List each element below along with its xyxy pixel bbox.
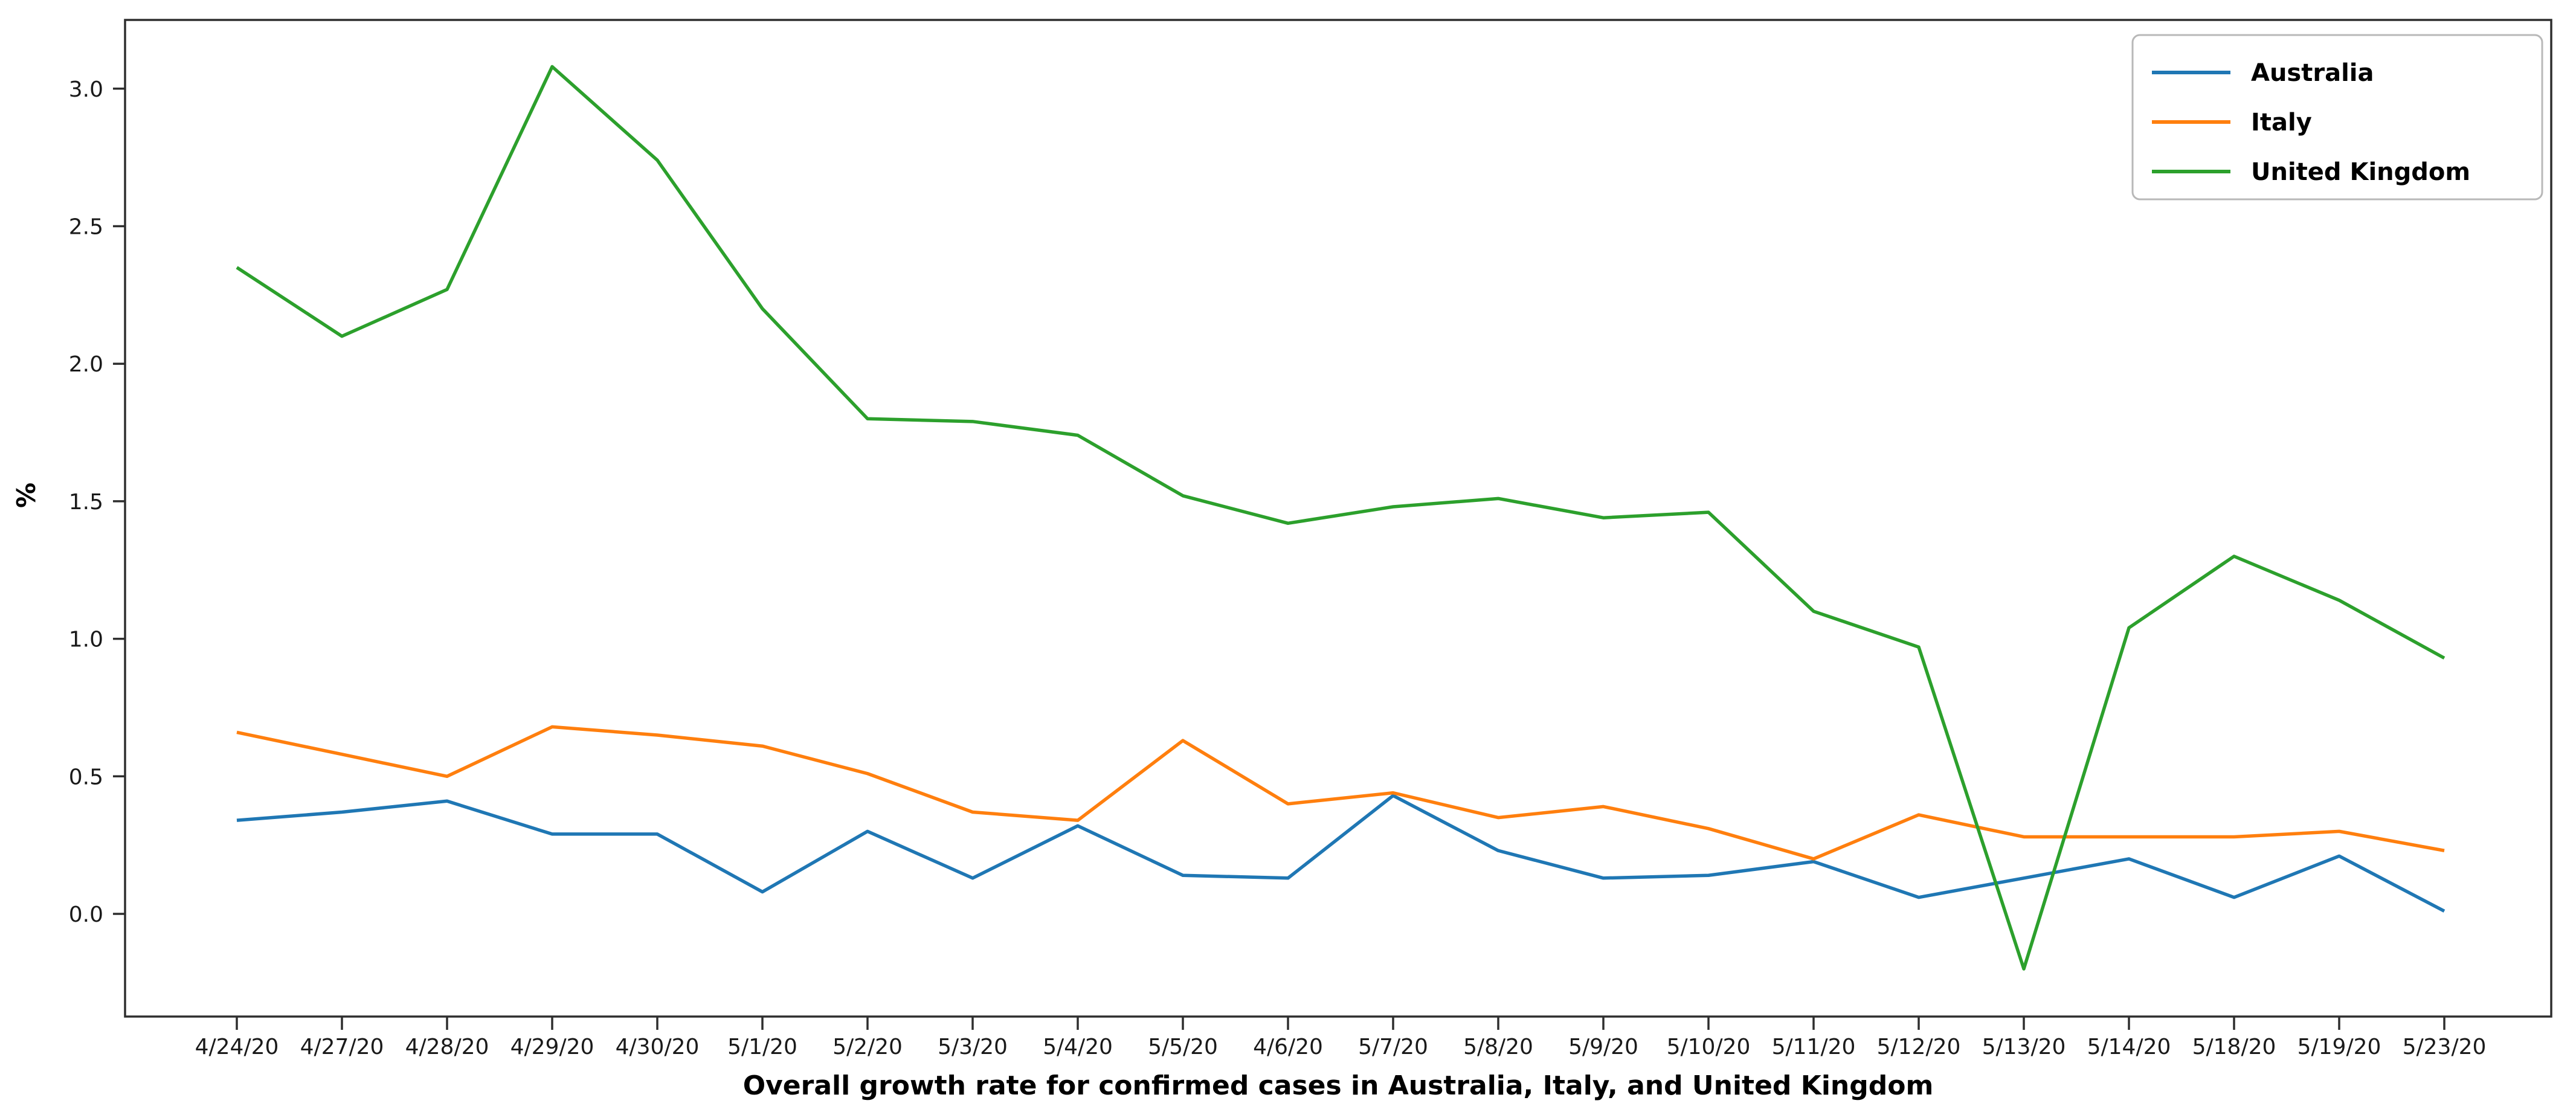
x-tick-label: 5/19/20 xyxy=(2297,1035,2381,1059)
x-tick-label: 5/1/20 xyxy=(727,1035,797,1059)
series-line-italy xyxy=(236,725,2445,861)
x-tick-label: 4/30/20 xyxy=(616,1035,700,1059)
legend-label-australia: Australia xyxy=(2251,59,2374,87)
series-line-australia xyxy=(236,794,2446,913)
x-tick-label: 5/18/20 xyxy=(2192,1035,2276,1059)
y-tick-label: 0.5 xyxy=(69,765,103,789)
axes-frame xyxy=(124,19,2552,1018)
legend-box xyxy=(2131,34,2543,201)
y-tick-label: 2.0 xyxy=(69,352,103,377)
legend-item-united-kingdom: United Kingdom xyxy=(2152,158,2470,186)
x-tick-label: 5/7/20 xyxy=(1358,1035,1428,1059)
legend-label-italy: Italy xyxy=(2251,109,2312,137)
x-tick-label: 5/4/20 xyxy=(1043,1035,1113,1059)
x-tick-label: 4/29/20 xyxy=(510,1035,594,1059)
y-tick-label: 3.0 xyxy=(69,77,103,102)
legend-label-united-kingdom: United Kingdom xyxy=(2251,158,2470,186)
series-line-united-kingdom xyxy=(236,65,2446,971)
x-tick-label: 5/9/20 xyxy=(1568,1035,1638,1059)
x-tick-label: 4/27/20 xyxy=(300,1035,384,1059)
x-tick-label: 4/24/20 xyxy=(195,1035,279,1059)
x-axis-label: Overall growth rate for confirmed cases … xyxy=(743,1070,1934,1101)
x-tick-label: 5/3/20 xyxy=(938,1035,1008,1059)
legend-item-italy: Italy xyxy=(2152,109,2312,137)
legend-item-australia: Australia xyxy=(2152,59,2374,87)
y-tick-label: 0.0 xyxy=(69,902,103,927)
x-tick-label: 5/8/20 xyxy=(1463,1035,1533,1059)
x-tick-label: 4/28/20 xyxy=(405,1035,489,1059)
y-tick-label: 1.0 xyxy=(69,628,103,652)
x-tick-label: 5/12/20 xyxy=(1877,1035,1961,1059)
plot-area: 0.0 0.5 1.0 1.5 2.0 2.5 3.0 4/24/20 4/27/20 4/28/… xyxy=(69,19,2552,1059)
x-tick-label: 5/10/20 xyxy=(1667,1035,1751,1059)
y-axis-label: % xyxy=(11,483,41,508)
x-tick-label: 5/13/20 xyxy=(1982,1035,2066,1059)
x-tick-label: 4/6/20 xyxy=(1253,1035,1323,1059)
legend: Australia Italy United Kingdom xyxy=(2131,34,2543,201)
y-tick-label: 1.5 xyxy=(69,490,103,515)
x-tick-label: 5/14/20 xyxy=(2087,1035,2171,1059)
x-tick-label: 5/2/20 xyxy=(832,1035,903,1059)
y-tick-label: 2.5 xyxy=(69,215,103,240)
x-tick-label: 5/5/20 xyxy=(1148,1035,1218,1059)
x-tick-label: 5/23/20 xyxy=(2403,1035,2487,1059)
x-tick-label: 5/11/20 xyxy=(1772,1035,1856,1059)
